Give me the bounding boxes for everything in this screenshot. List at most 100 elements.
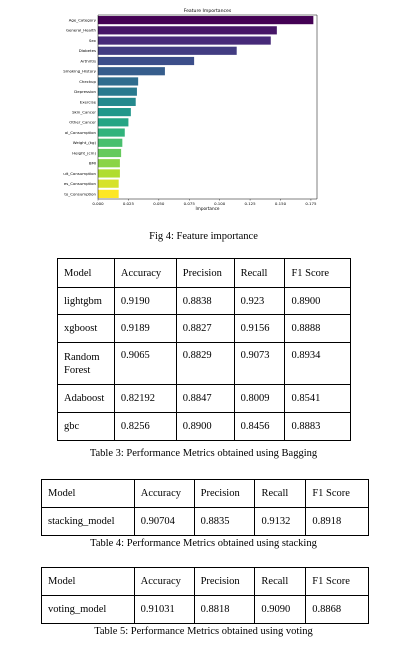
table-cell: 0.8900	[284, 287, 351, 315]
x-tick-label: 0.050	[153, 201, 165, 206]
header-cell: Accuracy	[113, 258, 177, 288]
table-cell: 0.82192	[113, 384, 177, 413]
header-cell: Precision	[193, 567, 256, 596]
table-cell: Adaboost	[57, 384, 115, 413]
table-cell: 0.8835	[193, 507, 256, 536]
bar	[98, 26, 277, 35]
table-row: stacking_model 0.90704 0.8835 0.9132 0.8…	[41, 507, 369, 536]
table-row: Random Forest 0.9065 0.8829 0.9073 0.893…	[57, 342, 351, 385]
y-tick-label: Height_(cm)	[72, 150, 96, 155]
y-tick-label: Age_Category	[69, 18, 97, 23]
y-tick-label: Skin_Cancer	[72, 110, 96, 115]
table-cell: Random Forest	[57, 342, 115, 385]
table-cell: 0.8888	[284, 314, 351, 343]
header-cell: Accuracy	[133, 567, 195, 596]
bar	[98, 87, 137, 96]
table-cell: 0.8818	[193, 595, 256, 624]
header-cell: Model	[41, 479, 135, 508]
bar	[98, 169, 120, 178]
bar	[98, 77, 139, 86]
y-tick-label: Depression	[74, 89, 96, 94]
header-cell: F1 Score	[284, 258, 351, 288]
x-tick-label: 0.100	[214, 201, 226, 206]
table-cell: xgboost	[57, 314, 115, 343]
table-cell: gbc	[57, 412, 115, 441]
feature-importance-chart: Feature Importances Age_Category General_H…	[54, 6, 324, 222]
table-row: xgboost 0.9189 0.8827 0.9156 0.8888	[57, 314, 351, 343]
y-tick-label: General_Health	[66, 28, 97, 33]
table-cell: 0.9090	[254, 595, 307, 624]
bar	[98, 179, 119, 188]
header-cell: Recall	[254, 479, 307, 508]
table4-caption: Table 4: Performance Metrics obtained us…	[90, 538, 317, 549]
bar	[98, 97, 136, 106]
chart-title: Feature Importances	[184, 8, 232, 14]
table-cell: 0.923	[233, 287, 286, 315]
x-tick-label: 0.025	[123, 201, 135, 206]
y-tick-label: Other_Cancer	[69, 120, 96, 125]
table-cell: 0.8827	[175, 314, 235, 343]
bagging-metrics-table: Model Accuracy Precision Recall F1 Score…	[57, 258, 351, 441]
bar	[98, 128, 125, 137]
table-cell: 0.8829	[175, 342, 235, 385]
table-cell: voting_model	[41, 595, 135, 624]
table3-caption: Table 3: Performance Metrics obtained us…	[89, 448, 318, 459]
table-row: Adaboost 0.82192 0.8847 0.8009 0.8541	[57, 384, 351, 413]
y-tick-label: Arthritis	[80, 58, 96, 63]
y-tick-label: ol_Consumption	[65, 130, 97, 135]
y-tick-label: Diabetes	[79, 48, 96, 53]
x-tick-label: 0.175	[305, 201, 317, 206]
stacking-metrics-table: Model Accuracy Precision Recall F1 Score…	[41, 479, 369, 536]
bar	[98, 118, 129, 127]
table-cell: 0.8900	[175, 412, 235, 441]
x-tick-label: 0.075	[184, 201, 196, 206]
y-tick-label: uit_Consumption	[63, 171, 96, 176]
x-tick-label: 0.150	[275, 201, 287, 206]
header-cell: Precision	[175, 258, 235, 288]
y-tick-label: Sex	[89, 38, 97, 43]
table-cell: 0.9132	[254, 507, 307, 536]
table-cell: 0.8847	[175, 384, 235, 413]
header-cell: F1 Score	[305, 567, 369, 596]
table-cell: 0.8256	[113, 412, 177, 441]
table-row: gbc 0.8256 0.8900 0.8456 0.8883	[57, 412, 351, 441]
feature-importance-svg: Feature Importances Age_Category General_H…	[63, 8, 318, 211]
bar	[98, 159, 120, 168]
y-tick-label: BMI	[89, 161, 96, 166]
table-cell: stacking_model	[41, 507, 135, 536]
bar	[98, 67, 165, 76]
header-cell: Accuracy	[133, 479, 195, 508]
table-cell: 0.9189	[113, 314, 177, 343]
table-cell: 0.90704	[133, 507, 195, 536]
table-header-row: Model Accuracy Precision Recall F1 Score	[41, 567, 369, 596]
table-header-row: Model Accuracy Precision Recall F1 Score	[57, 258, 351, 288]
bar	[98, 16, 314, 25]
y-tick-label: Checkup	[79, 79, 96, 84]
table-cell: 0.9073	[233, 342, 286, 385]
header-cell: F1 Score	[305, 479, 369, 508]
table-cell: 0.8456	[233, 412, 286, 441]
header-cell: Precision	[193, 479, 256, 508]
bar	[98, 148, 122, 158]
header-cell: Model	[41, 567, 135, 596]
x-tick-label: 0.125	[245, 201, 257, 206]
y-tick-label: Smoking_History	[63, 69, 96, 74]
x-tick-label: 0.000	[92, 201, 104, 206]
table-cell: 0.8009	[233, 384, 286, 413]
bar	[98, 56, 195, 66]
x-axis-label: Importance	[196, 206, 220, 211]
y-tick-label: to_Consumption	[64, 191, 96, 196]
y-tick-label: Weight_(kg)	[73, 140, 97, 145]
table-header-row: Model Accuracy Precision Recall F1 Score	[41, 479, 369, 508]
table-row: voting_model 0.91031 0.8818 0.9090 0.886…	[41, 595, 369, 624]
table-cell: 0.8838	[175, 287, 235, 315]
bar	[98, 108, 131, 117]
y-tick-label: Exercise	[80, 99, 97, 104]
table-cell: 0.8541	[284, 384, 351, 413]
bar	[98, 46, 237, 55]
table5-caption: Table 5: Performance Metrics obtained us…	[94, 626, 313, 637]
table-row: lightgbm 0.9190 0.8838 0.923 0.8900	[57, 287, 351, 315]
table-cell: lightgbm	[57, 287, 115, 315]
header-cell: Model	[57, 258, 115, 288]
table-cell: 0.8918	[305, 507, 369, 536]
